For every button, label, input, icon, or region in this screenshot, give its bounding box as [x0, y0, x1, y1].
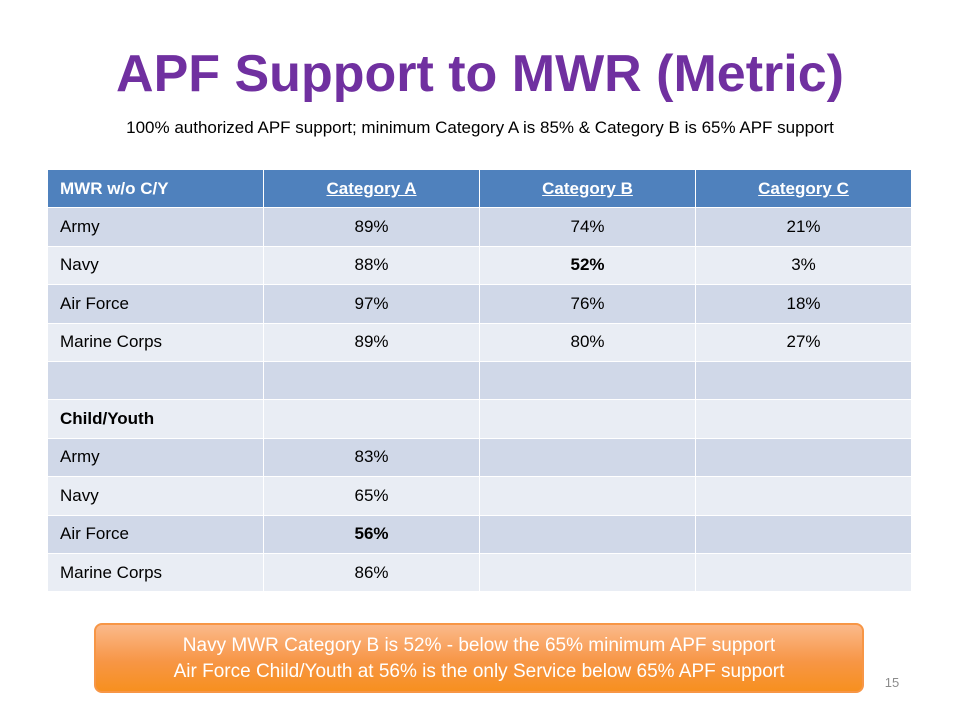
cell-category-c	[695, 552, 912, 593]
cell-category-c	[695, 360, 912, 401]
apf-support-table: MWR w/o C/Y Category A Category B Catego…	[47, 168, 912, 593]
cell-category-a: 88%	[263, 245, 480, 286]
table-section-row: Child/Youth	[47, 399, 912, 439]
table-row: Navy 88% 52% 3%	[47, 245, 912, 286]
cell-category-b	[479, 476, 696, 516]
cell-category-b	[479, 552, 696, 593]
cell-category-a: 65%	[263, 476, 480, 516]
table-row: Air Force 56%	[47, 514, 912, 554]
cell-category-a	[263, 360, 480, 401]
cell-category-b: 76%	[479, 284, 696, 324]
cell-category-b	[479, 437, 696, 478]
cell-category-c	[695, 514, 912, 554]
row-label: Marine Corps	[47, 552, 264, 593]
row-label: Air Force	[47, 514, 264, 554]
table-row: Marine Corps 89% 80% 27%	[47, 322, 912, 362]
cell-category-a-highlight: 56%	[263, 514, 480, 554]
cell-category-a: 97%	[263, 284, 480, 324]
cell-category-c	[695, 476, 912, 516]
header-category-c[interactable]: Category C	[695, 168, 912, 209]
cell-category-b	[479, 360, 696, 401]
cell-category-b: 80%	[479, 322, 696, 362]
cell-category-a: 86%	[263, 552, 480, 593]
table-row: Air Force 97% 76% 18%	[47, 284, 912, 324]
row-label: Navy	[47, 245, 264, 286]
callout-line-1: Navy MWR Category B is 52% - below the 6…	[182, 635, 776, 656]
cell-category-b	[479, 399, 696, 439]
table-header-row: MWR w/o C/Y Category A Category B Catego…	[47, 168, 912, 209]
cell-category-c	[695, 399, 912, 439]
slide-number: 15	[884, 675, 900, 690]
row-label: Navy	[47, 476, 264, 516]
row-label: Marine Corps	[47, 322, 264, 362]
cell-category-b-highlight: 52%	[479, 245, 696, 286]
row-label: Army	[47, 437, 264, 478]
table-row: Army 83%	[47, 437, 912, 478]
cell-category-b: 74%	[479, 207, 696, 247]
cell-category-a: 89%	[263, 207, 480, 247]
header-category-b[interactable]: Category B	[479, 168, 696, 209]
slide-title: APF Support to MWR (Metric)	[116, 45, 844, 103]
row-label: Air Force	[47, 284, 264, 324]
table-row-empty	[47, 360, 912, 401]
cell-category-c: 27%	[695, 322, 912, 362]
section-label: Child/Youth	[47, 399, 264, 439]
cell-category-a: 89%	[263, 322, 480, 362]
table-row: Army 89% 74% 21%	[47, 207, 912, 247]
slide-subtitle: 100% authorized APF support; minimum Cat…	[126, 118, 834, 137]
cell-category-b	[479, 514, 696, 554]
cell-category-a: 83%	[263, 437, 480, 478]
callout-box: Navy MWR Category B is 52% - below the 6…	[94, 623, 864, 693]
cell-category-c: 21%	[695, 207, 912, 247]
cell-category-c	[695, 437, 912, 478]
header-mwr: MWR w/o C/Y	[47, 168, 264, 209]
cell-category-c: 3%	[695, 245, 912, 286]
cell-category-a	[263, 399, 480, 439]
row-label	[47, 360, 264, 401]
callout-line-2: Air Force Child/Youth at 56% is the only…	[173, 661, 785, 682]
table-row: Marine Corps 86%	[47, 552, 912, 593]
table-row: Navy 65%	[47, 476, 912, 516]
cell-category-c: 18%	[695, 284, 912, 324]
row-label: Army	[47, 207, 264, 247]
header-category-a[interactable]: Category A	[263, 168, 480, 209]
